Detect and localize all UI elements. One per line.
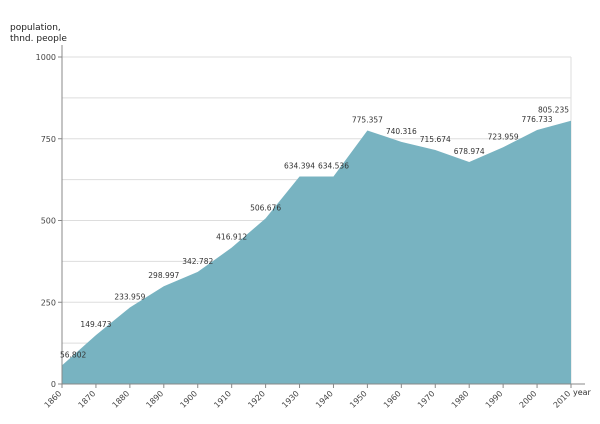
data-label: 298.997 [148, 271, 179, 280]
x-tick-label: 2000 [518, 389, 539, 410]
x-tick-label: 1910 [212, 389, 233, 410]
x-tick-label: 1880 [111, 389, 132, 410]
x-tick-label: 1970 [416, 389, 437, 410]
x-tick-label: 1930 [280, 389, 301, 410]
data-label: 56.802 [60, 350, 86, 359]
y-tick-label: 500 [41, 217, 56, 226]
y-axis-label-line1: population, [10, 23, 61, 33]
x-tick-label: 1860 [43, 389, 64, 410]
x-tick-label: 2010 [552, 389, 573, 410]
data-label: 805.235 [538, 106, 569, 115]
x-tick-label: 1940 [314, 389, 335, 410]
x-tick-label: 1980 [450, 389, 471, 410]
y-tick-label: 750 [41, 135, 56, 144]
x-tick-label: 1990 [484, 389, 505, 410]
x-tick-label: 1920 [246, 389, 267, 410]
x-tick-label: 1960 [382, 389, 403, 410]
data-label: 506.676 [250, 203, 281, 212]
data-label: 634.536 [318, 162, 349, 171]
data-label: 342.782 [182, 257, 213, 266]
data-label: 775.357 [352, 115, 383, 124]
y-axis-label: population, thnd. people [10, 23, 67, 45]
y-tick-label: 1000 [36, 53, 56, 62]
data-label: 715.674 [420, 135, 451, 144]
population-area [62, 120, 571, 384]
data-label: 416.912 [216, 233, 247, 242]
data-label: 634.394 [284, 162, 315, 171]
data-label: 776.733 [522, 115, 553, 124]
y-axis-label-line2: thnd. people [10, 34, 67, 44]
x-tick-label: 1900 [178, 389, 199, 410]
y-tick-label: 0 [51, 380, 56, 389]
x-tick-label: 1890 [144, 389, 165, 410]
x-axis-label: year [573, 388, 592, 397]
x-tick-label: 1950 [348, 389, 369, 410]
y-tick-label: 250 [41, 298, 56, 307]
x-tick-label: 1870 [77, 389, 98, 410]
data-label: 723.959 [488, 132, 519, 141]
data-label: 678.974 [454, 147, 485, 156]
data-label: 233.959 [114, 292, 145, 301]
data-label: 149.473 [80, 320, 111, 329]
data-label: 740.316 [386, 127, 417, 136]
